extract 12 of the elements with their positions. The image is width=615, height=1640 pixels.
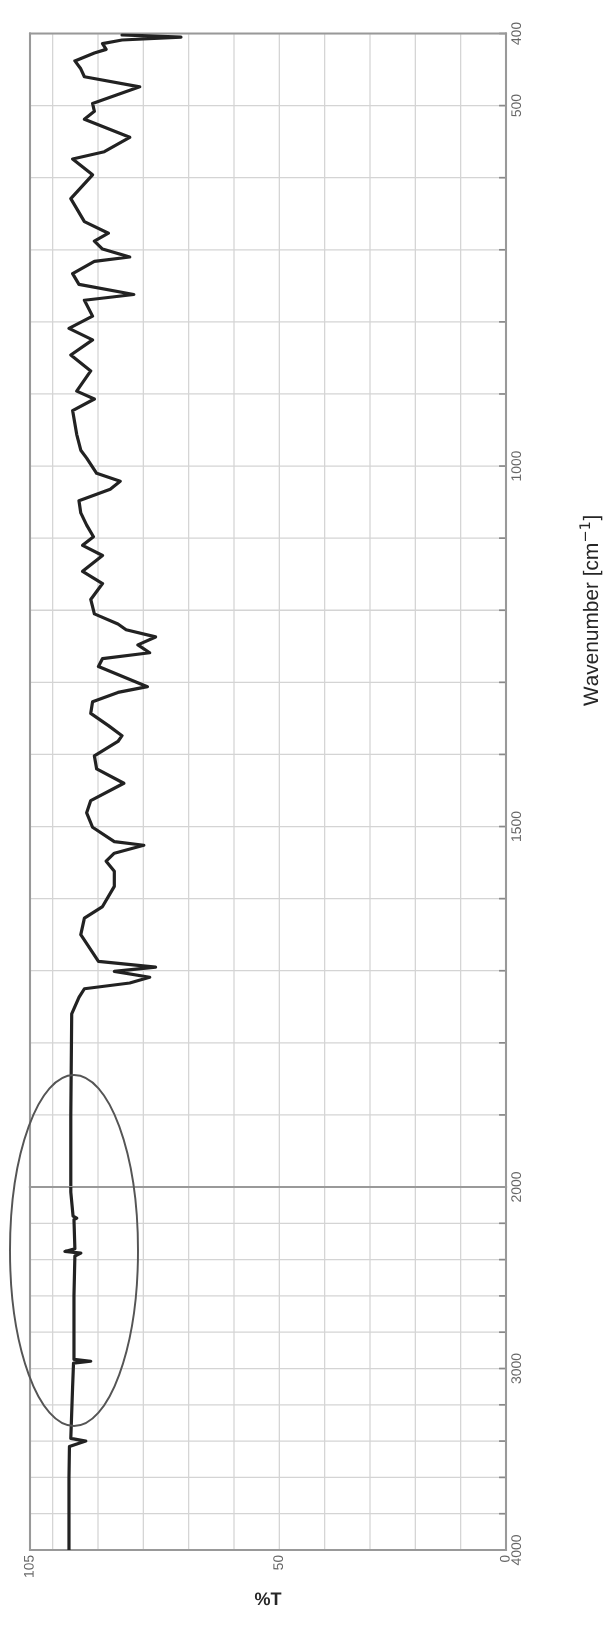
y-tick-label: 2000 [511,1172,522,1202]
x-tick-label: 0 [499,1555,510,1563]
y-tick-label: 1000 [511,451,522,481]
y-tick-label: 500 [511,94,522,117]
x-axis-title: %T [254,1592,282,1606]
y-tick-label: 400 [511,22,522,45]
y-tick-label: 4000 [511,1535,522,1566]
y-tick-label: 1500 [511,811,522,841]
x-tick-label: 105 [23,1555,34,1577]
y-axis-title: Wavenumber [cm$^{−1}$] [579,516,603,706]
x-tick-label: 50 [273,1555,284,1570]
y-tick-label: 3000 [511,1353,522,1384]
